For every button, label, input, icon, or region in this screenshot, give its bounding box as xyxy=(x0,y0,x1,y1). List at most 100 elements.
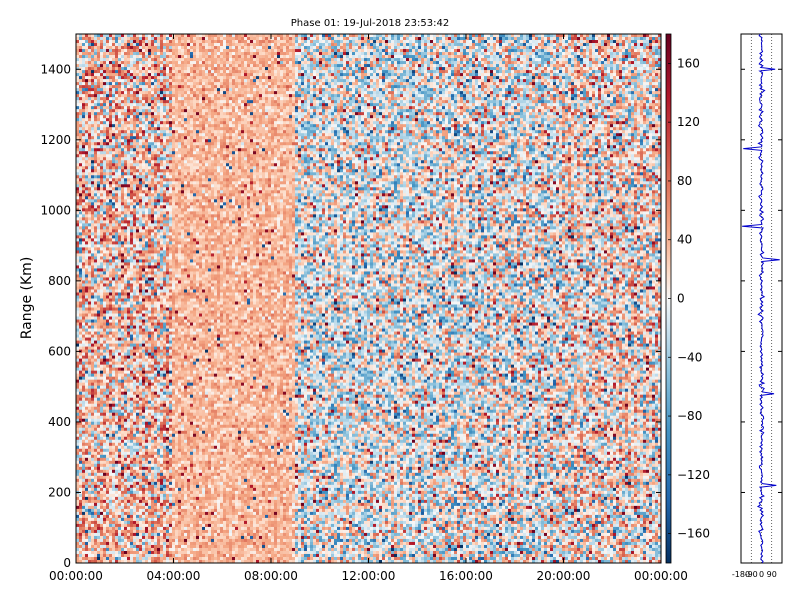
heatmap-cell xyxy=(79,70,83,74)
heatmap-cell xyxy=(94,487,98,492)
heatmap-cell xyxy=(142,85,146,89)
heatmap-cell xyxy=(124,226,128,230)
heatmap-cell xyxy=(136,394,140,398)
heatmap-cell xyxy=(100,61,104,65)
heatmap-cell xyxy=(124,193,128,197)
heatmap-cell xyxy=(100,379,104,383)
heatmap-cell xyxy=(154,286,158,290)
heatmap-cell xyxy=(124,235,128,239)
heatmap-cell xyxy=(124,556,128,561)
heatmap-cell xyxy=(133,124,137,128)
heatmap-cell xyxy=(97,532,101,537)
heatmap-cell xyxy=(82,139,86,143)
heatmap-cell xyxy=(115,556,119,561)
heatmap-cell xyxy=(148,226,152,230)
heatmap-cell xyxy=(91,115,95,119)
heatmap-cell xyxy=(115,403,119,408)
heatmap-cell xyxy=(160,154,164,158)
heatmap-cell xyxy=(154,154,158,158)
heatmap-cell xyxy=(139,115,143,119)
heatmap-cell xyxy=(85,334,89,338)
heatmap-cell xyxy=(127,505,131,510)
heatmap-cell xyxy=(115,553,119,558)
heatmap-cell xyxy=(154,124,158,128)
heatmap-cell xyxy=(82,142,86,146)
heatmap-cell xyxy=(88,292,92,296)
heatmap-cell xyxy=(157,154,161,158)
heatmap-cell xyxy=(88,277,92,281)
heatmap-cell xyxy=(133,73,137,77)
heatmap-cell xyxy=(94,133,98,137)
heatmap-cell xyxy=(82,520,86,525)
heatmap-cell xyxy=(136,511,140,516)
heatmap-cell xyxy=(112,460,116,465)
heatmap-cell xyxy=(76,331,80,335)
heatmap-cell xyxy=(136,94,140,98)
heatmap-cell xyxy=(142,250,146,254)
heatmap-cell xyxy=(91,508,95,513)
heatmap-cell xyxy=(94,307,98,311)
heatmap-cell xyxy=(151,418,155,423)
heatmap-cell xyxy=(100,328,104,332)
heatmap-cell xyxy=(151,226,155,230)
heatmap-cell xyxy=(136,61,140,65)
heatmap-cell xyxy=(112,187,116,191)
heatmap-cell xyxy=(103,409,107,414)
heatmap-cell xyxy=(133,172,137,176)
heatmap-cell xyxy=(145,409,149,414)
heatmap-cell xyxy=(94,235,98,239)
heatmap-cell xyxy=(91,40,95,44)
heatmap-cell xyxy=(103,451,107,456)
heatmap-cell xyxy=(130,352,134,356)
heatmap-cell xyxy=(127,421,131,426)
heatmap-cell xyxy=(139,331,143,335)
heatmap-cell xyxy=(76,469,80,474)
heatmap-cell xyxy=(139,187,143,191)
heatmap-cell xyxy=(88,514,92,519)
heatmap-cell xyxy=(85,211,89,215)
heatmap-cell xyxy=(97,106,101,110)
heatmap-cell xyxy=(82,379,86,383)
heatmap-cell xyxy=(112,298,116,302)
heatmap-cell xyxy=(142,265,146,269)
heatmap-cell xyxy=(154,310,158,314)
heatmap-cell xyxy=(160,37,164,41)
heatmap-cell xyxy=(103,187,107,191)
heatmap-cell xyxy=(121,85,125,89)
heatmap-cell xyxy=(118,289,122,293)
heatmap-cell xyxy=(136,325,140,329)
heatmap-cell xyxy=(76,58,80,62)
heatmap-cell xyxy=(121,130,125,134)
heatmap-cell xyxy=(82,226,86,230)
heatmap-cell xyxy=(118,217,122,221)
heatmap-cell xyxy=(82,244,86,248)
heatmap-cell xyxy=(151,130,155,134)
heatmap-cell xyxy=(124,337,128,341)
heatmap-cell xyxy=(82,454,86,459)
heatmap-cell xyxy=(157,163,161,167)
heatmap-cell xyxy=(106,85,110,89)
heatmap-cell xyxy=(115,220,119,224)
heatmap-cell xyxy=(133,106,137,110)
heatmap-cell xyxy=(154,277,158,281)
heatmap-cell xyxy=(76,541,80,546)
heatmap-cell xyxy=(148,202,152,206)
heatmap-cell xyxy=(142,541,146,546)
heatmap-cell xyxy=(91,502,95,507)
heatmap-cell xyxy=(124,142,128,146)
heatmap-cell xyxy=(91,454,95,459)
heatmap-cell xyxy=(127,241,131,245)
heatmap-cell xyxy=(94,469,98,474)
heatmap-cell xyxy=(85,418,89,423)
heatmap-cell xyxy=(130,229,134,233)
heatmap-cell xyxy=(76,226,80,230)
heatmap-cell xyxy=(97,352,101,356)
heatmap-cell xyxy=(151,151,155,155)
heatmap-cell xyxy=(139,238,143,242)
heatmap-cell xyxy=(115,514,119,519)
heatmap-cell xyxy=(151,556,155,561)
heatmap-cell xyxy=(160,97,164,101)
heatmap-cell xyxy=(142,373,146,377)
heatmap-cell xyxy=(103,133,107,137)
heatmap-cell xyxy=(121,427,125,432)
